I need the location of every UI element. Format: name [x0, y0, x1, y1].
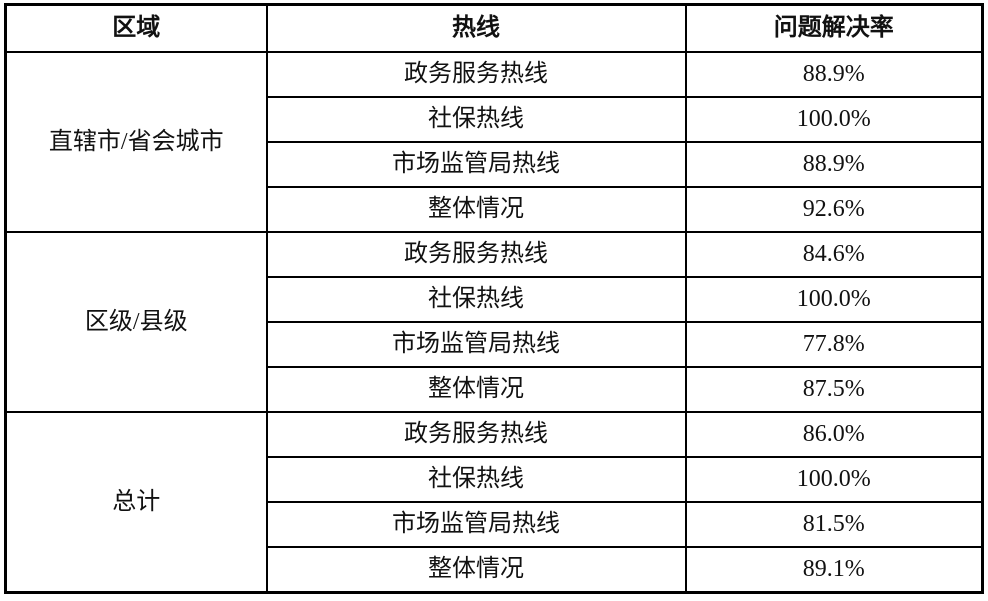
table-row: 社保热线 100.0%	[6, 276, 984, 323]
header-row: 区域 热线 问题解决率	[4, 3, 984, 53]
table-row: 直辖市/省会城市 政务服务热线 88.9%	[4, 51, 984, 233]
hotline-cell: 政务服务热线	[265, 411, 687, 458]
column-header-region: 区域	[4, 3, 268, 53]
table-row: 市场监管局热线 88.9%	[6, 141, 984, 188]
region-cell: 区级/县级	[4, 231, 268, 413]
table-row: 总计 政务服务热线 86.0%	[4, 411, 984, 594]
hotline-cell: 社保热线	[265, 96, 687, 143]
rate-cell: 81.5%	[684, 501, 984, 548]
hotline-resolution-table-wrap: 区域 热线 问题解决率 直辖市/省会城市 政务服务热线 88.9% 社保热线 1…	[4, 3, 984, 594]
table-row: 整体情况 92.6%	[6, 186, 984, 233]
rate-cell: 100.0%	[684, 276, 984, 323]
table-row: 社保热线 100.0%	[6, 96, 984, 143]
rate-cell: 100.0%	[684, 456, 984, 503]
hotline-cell: 市场监管局热线	[265, 321, 687, 368]
table-row: 社保热线 100.0%	[6, 456, 984, 503]
table-row: 市场监管局热线 77.8%	[6, 321, 984, 368]
rate-cell: 77.8%	[684, 321, 984, 368]
rate-cell: 84.6%	[684, 231, 984, 278]
table-row: 整体情况 87.5%	[6, 366, 984, 413]
hotline-cell: 社保热线	[265, 456, 687, 503]
table-row: 市场监管局热线 81.5%	[6, 501, 984, 548]
hotline-cell: 整体情况	[265, 366, 687, 413]
hotline-cell: 整体情况	[265, 546, 687, 594]
rate-cell: 89.1%	[684, 546, 984, 594]
rate-cell: 92.6%	[684, 186, 984, 233]
hotline-resolution-table: 区域 热线 问题解决率 直辖市/省会城市 政务服务热线 88.9% 社保热线 1…	[4, 3, 984, 594]
table-row: 整体情况 89.1%	[6, 546, 984, 594]
region-cell: 直辖市/省会城市	[4, 51, 268, 233]
rate-cell: 100.0%	[684, 96, 984, 143]
region-cell: 总计	[4, 411, 268, 594]
hotline-cell: 政务服务热线	[265, 51, 687, 98]
rate-cell: 86.0%	[684, 411, 984, 458]
hotline-cell: 社保热线	[265, 276, 687, 323]
rate-cell: 87.5%	[684, 366, 984, 413]
hotline-cell: 整体情况	[265, 186, 687, 233]
hotline-cell: 市场监管局热线	[265, 141, 687, 188]
column-header-hotline: 热线	[265, 3, 687, 53]
rate-cell: 88.9%	[684, 141, 984, 188]
column-header-rate: 问题解决率	[684, 3, 984, 53]
hotline-cell: 市场监管局热线	[265, 501, 687, 548]
rate-cell: 88.9%	[684, 51, 984, 98]
hotline-cell: 政务服务热线	[265, 231, 687, 278]
table-row: 区级/县级 政务服务热线 84.6%	[4, 231, 984, 413]
